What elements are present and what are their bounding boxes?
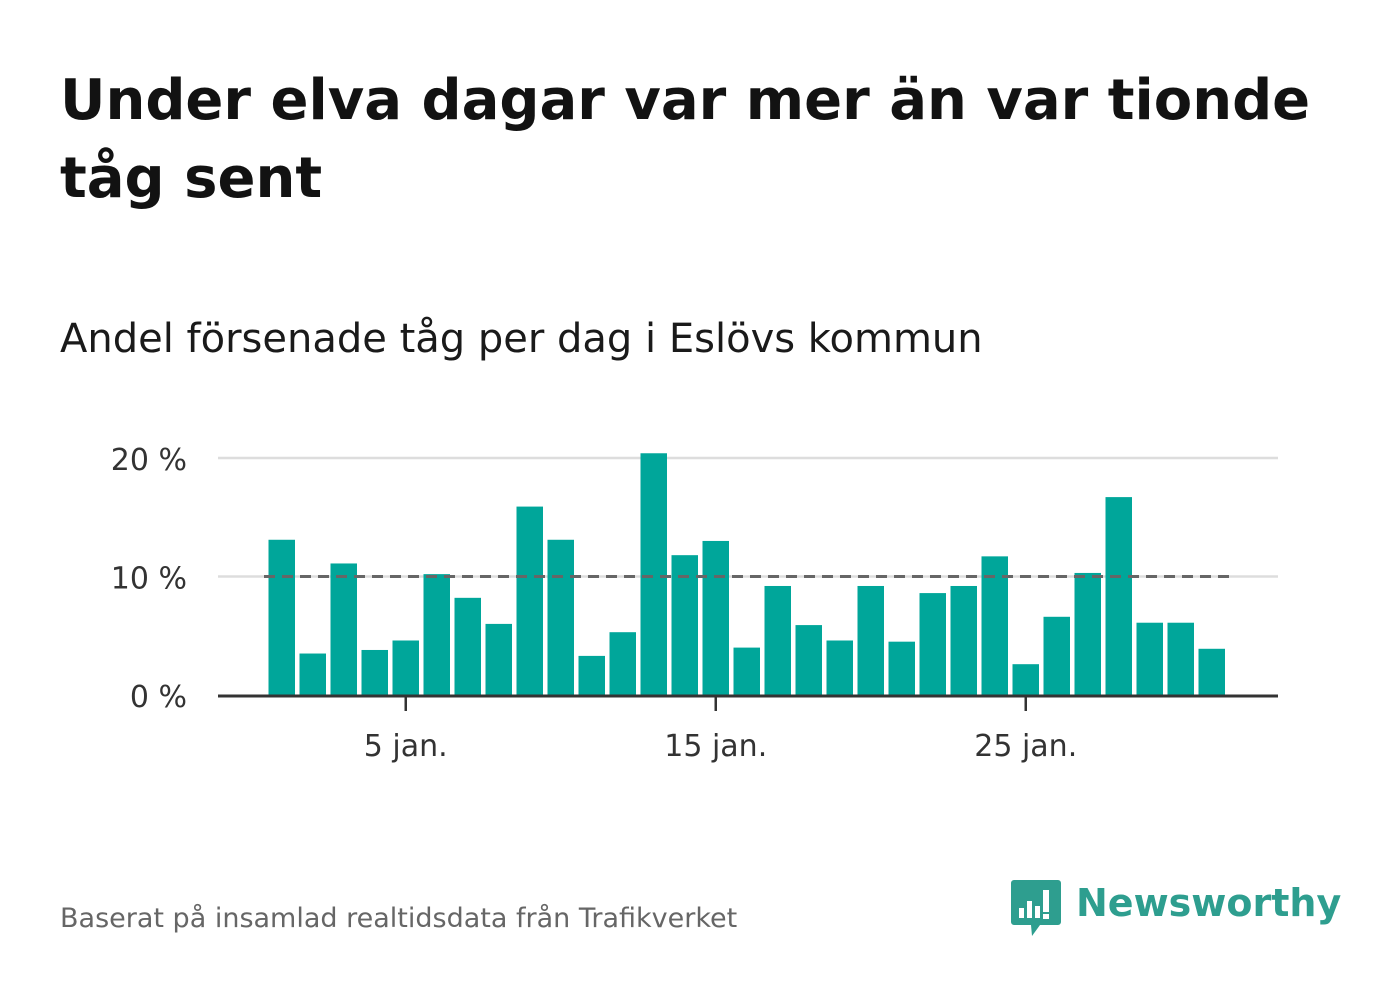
y-tick-label: 0 % [130,680,187,715]
axes [218,694,1278,711]
bar [299,653,326,695]
bar [485,623,512,695]
bar [1043,616,1070,695]
bar [1105,497,1132,695]
bar [392,640,419,695]
bar [888,641,915,695]
bar [702,540,729,695]
y-tick-label: 20 % [111,443,187,478]
newsworthy-logo: Newsworthy [1010,878,1341,942]
bar [919,593,946,695]
x-tick-label: 5 jan. [364,729,448,764]
bar [1074,572,1101,695]
tick-labels: 0 % 10 % 20 % 5 jan. 15 jan. 25 jan. [111,443,1077,764]
bar [1198,648,1225,695]
newsworthy-chart-bubble-icon [1011,880,1061,936]
newsworthy-wordmark: Newsworthy [1076,881,1342,925]
x-tick-label: 15 jan. [664,729,767,764]
bar [609,632,636,695]
bar [578,655,605,695]
bar [950,585,977,695]
bar [1136,622,1163,695]
bar [764,585,791,695]
bar [826,640,853,695]
bar [330,563,357,695]
bar [857,585,884,695]
bars [268,453,1225,695]
bar [454,597,481,695]
y-tick-label: 10 % [111,562,187,597]
bar [361,649,388,695]
bar [547,539,574,695]
bar [423,574,450,695]
chart-title: Under elva dagar var mer än var tionde t… [60,68,1311,211]
bar [1167,622,1194,695]
bar [795,625,822,695]
bar [981,556,1008,695]
source-note: Baserat på insamlad realtidsdata från Tr… [60,903,738,934]
bar [640,453,667,695]
chart-subtitle: Andel försenade tåg per dag i Eslövs kom… [60,316,983,362]
bar [733,647,760,695]
bar [268,539,295,695]
x-tick-label: 25 jan. [974,729,1077,764]
bar [671,555,698,695]
bar [516,506,543,695]
bar [1012,664,1039,695]
